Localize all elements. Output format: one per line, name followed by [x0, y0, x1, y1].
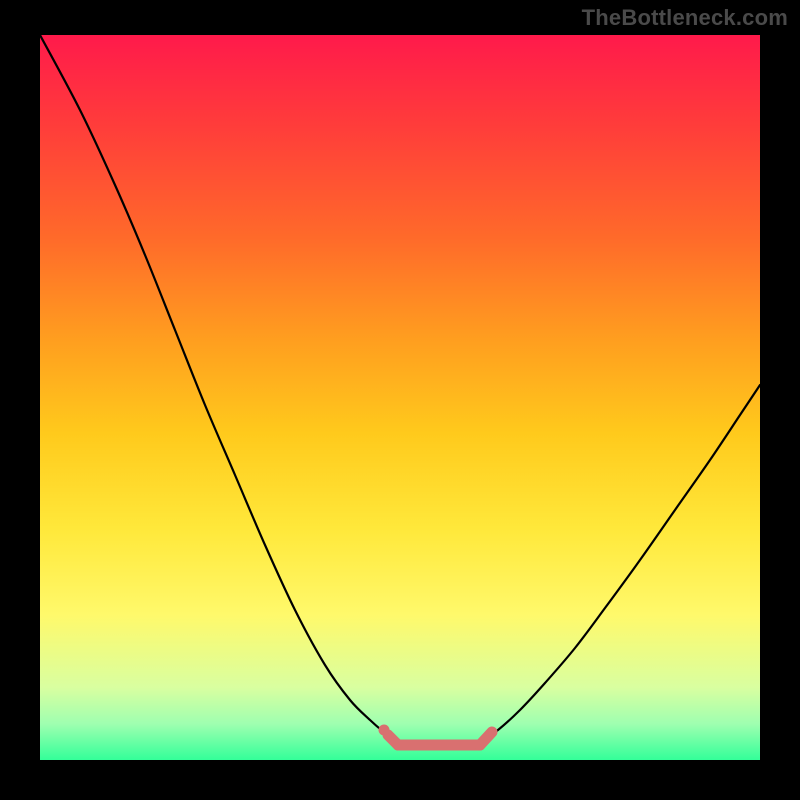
chart-canvas: TheBottleneck.com: [0, 0, 800, 800]
bottleneck-curve-chart: [0, 0, 800, 800]
marker-dot: [379, 725, 390, 736]
watermark-text: TheBottleneck.com: [582, 5, 788, 31]
plot-gradient-background: [40, 35, 760, 760]
